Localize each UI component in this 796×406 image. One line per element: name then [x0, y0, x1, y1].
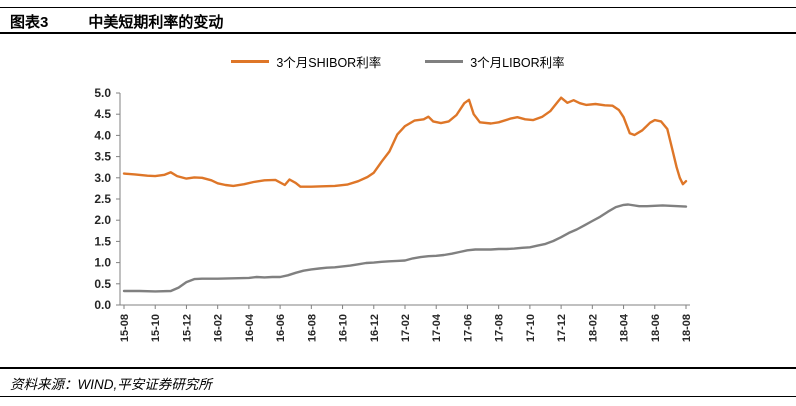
x-tick-label: 17-04 — [431, 313, 443, 342]
shibor-line-swatch — [231, 60, 270, 63]
y-tick-label: 1.5 — [94, 234, 111, 248]
y-tick-label: 3.0 — [94, 171, 111, 185]
y-tick-label: 1.0 — [94, 256, 111, 270]
legend-item-libor: 3个月LIBOR利率 — [425, 52, 565, 71]
x-tick-label: 16-06 — [275, 314, 287, 342]
y-tick-label: 3.5 — [94, 150, 111, 164]
legend-item-shibor: 3个月SHIBOR利率 — [231, 52, 381, 71]
y-tick-label: 5.0 — [94, 86, 111, 100]
y-tick-label: 4.0 — [94, 128, 111, 142]
x-tick-label: 16-04 — [244, 313, 256, 342]
y-tick-label: 2.5 — [94, 192, 111, 206]
legend-label-libor: 3个月LIBOR利率 — [470, 56, 565, 70]
shibor-line — [122, 96, 688, 188]
x-tick-label: 17-10 — [525, 314, 537, 342]
x-tick-label: 16-10 — [338, 314, 350, 342]
x-tick-label: 17-02 — [400, 314, 412, 342]
x-tick-label: 15-10 — [150, 314, 162, 342]
x-tick-label: 15-12 — [181, 314, 193, 342]
title-divider — [0, 32, 796, 34]
y-tick-label: 0.5 — [94, 277, 111, 291]
y-tick-label: 2.0 — [94, 213, 111, 227]
libor-line — [122, 203, 688, 293]
x-tick-label: 15-08 — [119, 314, 131, 342]
x-tick-label: 18-04 — [619, 313, 631, 342]
footer-top-divider — [0, 367, 796, 369]
x-tick-label: 17-12 — [556, 314, 568, 342]
figure-title: 中美短期利率的变动 — [88, 14, 224, 31]
x-tick-label: 17-08 — [494, 314, 506, 342]
chart-legend: 3个月SHIBOR利率 3个月LIBOR利率 — [0, 52, 796, 71]
x-tick-label: 18-08 — [681, 314, 693, 342]
x-tick-label: 16-02 — [213, 314, 225, 342]
footer-bottom-divider — [0, 396, 796, 397]
libor-line-swatch — [425, 60, 464, 63]
x-tick-label: 16-12 — [369, 314, 381, 342]
legend-label-shibor: 3个月SHIBOR利率 — [276, 56, 382, 70]
figure-tag: 图表3 — [10, 14, 49, 31]
y-tick-label: 4.5 — [94, 107, 111, 121]
source-note: 资料来源：WIND,平安证券研究所 — [10, 377, 212, 392]
top-divider — [0, 7, 796, 8]
figure-header: 图表3 中美短期利率的变动 — [10, 11, 223, 32]
y-tick-label: 0.0 — [94, 298, 111, 312]
x-tick-label: 17-06 — [462, 314, 474, 342]
x-tick-label: 18-02 — [587, 314, 599, 342]
x-tick-label: 18-06 — [650, 314, 662, 342]
x-tick-label: 16-08 — [306, 314, 318, 342]
